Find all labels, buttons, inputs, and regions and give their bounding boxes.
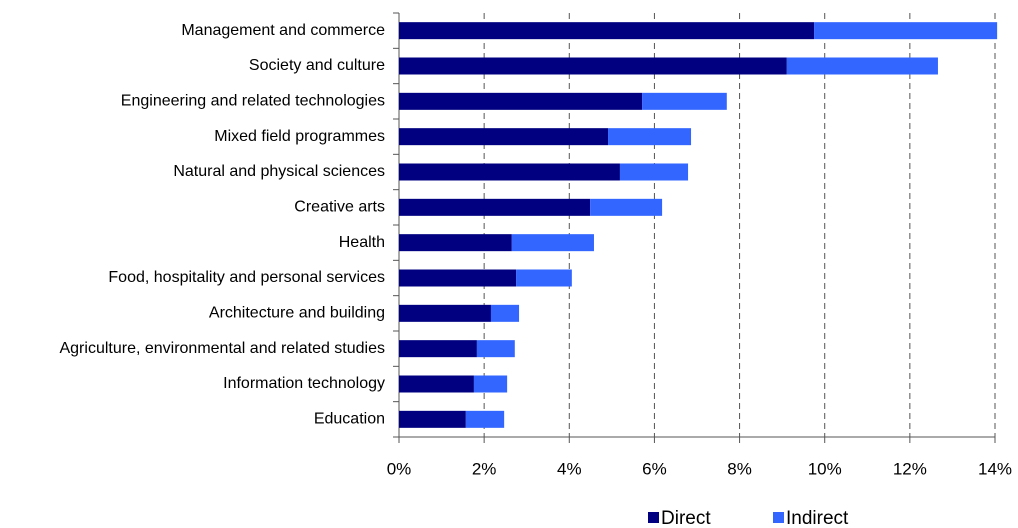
bar [399, 128, 609, 146]
bar [476, 340, 515, 358]
legend-swatch [648, 512, 659, 523]
x-tick-label: 6% [642, 459, 667, 478]
y-tick-label: Information technology [223, 375, 385, 392]
bar [786, 57, 938, 75]
bar [490, 304, 520, 322]
bar [399, 57, 787, 75]
y-tick-label: Creative arts [294, 199, 385, 216]
bar [399, 340, 477, 358]
bar [465, 410, 505, 428]
y-tick-label: Food, hospitality and personal services [108, 269, 385, 286]
x-tick-label: 10% [808, 459, 842, 478]
bar [399, 234, 512, 252]
x-tick-label: 4% [557, 459, 582, 478]
x-tick-label: 14% [978, 459, 1012, 478]
bar [516, 269, 572, 287]
bar [619, 163, 689, 181]
bar [511, 234, 594, 252]
y-tick-label: Society and culture [249, 57, 385, 74]
bar [399, 375, 474, 393]
y-tick-label: Management and commerce [181, 22, 385, 39]
x-tick-label: 8% [727, 459, 752, 478]
bar [642, 92, 727, 110]
x-tick-label: 0% [387, 459, 412, 478]
y-tick-label: Health [339, 234, 385, 251]
bar [608, 128, 692, 146]
x-tick-label: 12% [893, 459, 927, 478]
bar [399, 304, 491, 322]
legend-swatch [773, 512, 784, 523]
bar [399, 269, 517, 287]
y-tick-label: Mixed field programmes [214, 128, 385, 145]
y-tick-label: Architecture and building [209, 305, 385, 322]
y-tick-label: Education [314, 411, 385, 428]
bar [399, 22, 815, 40]
bar [473, 375, 508, 393]
legend-label: Direct [661, 508, 711, 528]
y-tick-label: Agriculture, environmental and related s… [59, 340, 385, 357]
bar [399, 410, 466, 428]
legend-label: Indirect [786, 508, 849, 528]
y-tick-label: Engineering and related technologies [121, 93, 385, 110]
bar [399, 92, 643, 110]
bar [399, 163, 620, 181]
bar [590, 198, 663, 216]
bar [814, 22, 998, 40]
bar [399, 198, 591, 216]
y-tick-label: Natural and physical sciences [173, 163, 385, 180]
x-tick-label: 2% [472, 459, 497, 478]
